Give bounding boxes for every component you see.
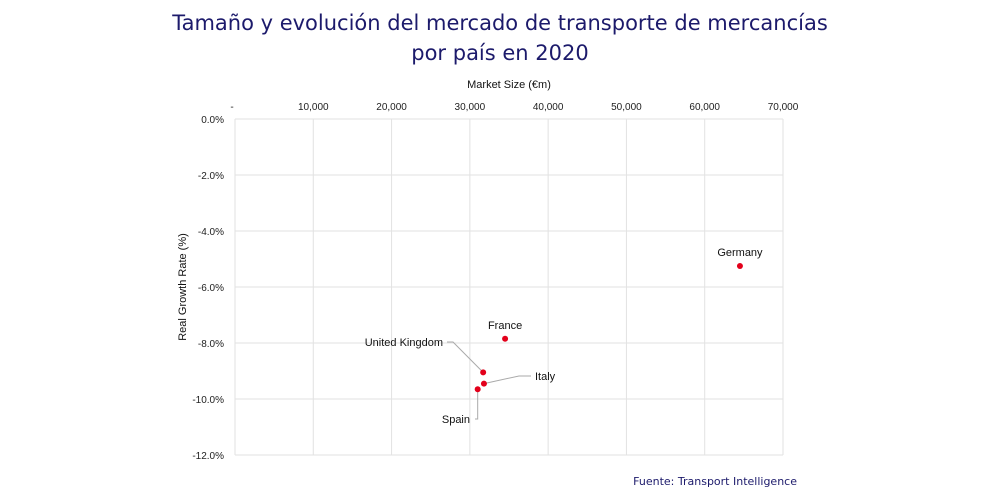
y-tick-label: -8.0%	[198, 339, 224, 350]
x-tick-label: 10,000	[298, 102, 329, 113]
y-tick-label: -6.0%	[198, 283, 224, 294]
leader-line	[447, 341, 484, 373]
data-point	[480, 369, 487, 376]
data-point	[480, 380, 487, 387]
chart-title: Tamaño y evolución del mercado de transp…	[0, 8, 1000, 68]
point-label: France	[488, 320, 522, 332]
source-note: Fuente: Transport Intelligence	[633, 475, 797, 488]
title-line-2: por país en 2020	[411, 41, 589, 65]
leader-line	[475, 389, 479, 420]
y-axis-label: Real Growth Rate (%)	[177, 233, 189, 341]
point-label: Spain	[442, 414, 470, 426]
x-tick-label: 30,000	[455, 102, 486, 113]
point-label: United Kingdom	[365, 337, 443, 349]
x-tick-label: 40,000	[533, 102, 564, 113]
point-label: Germany	[717, 247, 763, 259]
x-tick-label: -	[230, 102, 233, 113]
title-line-1: Tamaño y evolución del mercado de transp…	[172, 11, 828, 35]
x-tick-label: 70,000	[768, 102, 799, 113]
y-tick-label: -10.0%	[192, 395, 224, 406]
x-tick-label: 20,000	[376, 102, 407, 113]
leader-line	[483, 375, 531, 385]
y-tick-label: -4.0%	[198, 227, 224, 238]
data-point	[502, 335, 509, 342]
data-point	[474, 386, 481, 393]
y-tick-label: 0.0%	[201, 115, 224, 126]
x-tick-label: 50,000	[611, 102, 642, 113]
y-tick-label: -2.0%	[198, 171, 224, 182]
y-tick-label: -12.0%	[192, 451, 224, 462]
x-tick-label: 60,000	[689, 102, 720, 113]
point-label: Italy	[535, 371, 556, 383]
data-point	[736, 263, 743, 269]
x-axis-label: Market Size (€m)	[467, 79, 551, 91]
